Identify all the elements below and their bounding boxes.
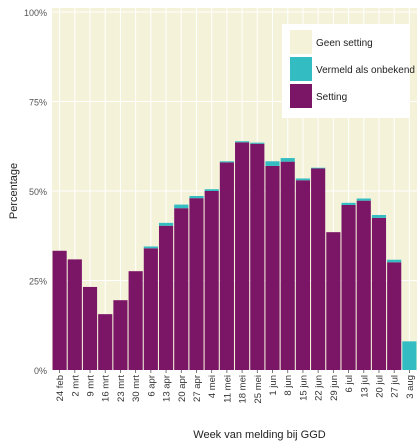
legend-key — [290, 57, 312, 81]
bar-segment — [371, 217, 387, 370]
x-tick-label: 4 mei — [207, 375, 218, 398]
x-tick-label: 25 mei — [253, 375, 264, 404]
bar-segment — [387, 259, 402, 263]
bar-segment — [219, 162, 234, 370]
bar-segment — [158, 222, 174, 226]
bar-segment — [113, 300, 128, 370]
x-tick-label: 13 apr — [162, 375, 173, 402]
bar-segment — [265, 165, 280, 370]
x-tick-label: 27 jul — [390, 375, 401, 398]
x-tick-label: 16 mrt — [101, 375, 112, 402]
x-tick-label: 11 mei — [222, 375, 233, 403]
bar-segment — [341, 202, 356, 205]
x-tick-label: 9 mrt — [86, 375, 97, 397]
x-tick-label: 6 jul — [344, 375, 355, 392]
y-axis: 0% 25% 50% 75% 100% — [24, 8, 47, 376]
bar-segment — [128, 271, 143, 370]
bar-segment — [235, 141, 250, 143]
bar-segment — [295, 178, 311, 181]
bar-segment — [204, 189, 219, 191]
legend-label: Setting — [316, 92, 347, 103]
bar-segment — [189, 196, 204, 199]
y-axis-title: Percentage — [8, 163, 20, 219]
bar-segment — [52, 250, 67, 370]
x-tick-label: 30 mrt — [131, 375, 142, 402]
bar-segment — [311, 168, 326, 370]
bar-segment — [356, 200, 371, 370]
bar-segment — [265, 161, 280, 166]
x-tick-label: 22 jun — [314, 375, 325, 401]
legend-label: Geen setting — [316, 38, 373, 49]
x-axis-title: Week van melding bij GGD — [193, 429, 326, 441]
bar-segment — [82, 286, 98, 370]
legend-label: Vermeld als onbekend — [316, 65, 415, 76]
y-tick-label: 0% — [34, 366, 47, 376]
y-tick-label: 50% — [29, 187, 47, 197]
bar-segment — [250, 142, 265, 144]
y-tick-label: 25% — [29, 277, 47, 287]
bar-segment — [311, 167, 326, 169]
x-tick-label: 6 apr — [146, 375, 157, 397]
bar-segment — [67, 259, 82, 370]
x-tick-label: 2 mrt — [70, 375, 81, 397]
legend-key — [290, 30, 312, 54]
bar-segment — [280, 158, 295, 162]
bar-segment — [143, 248, 158, 370]
x-tick-label: 3 aug — [405, 375, 416, 399]
bar-segment — [219, 161, 234, 163]
bar-segment — [326, 232, 341, 370]
x-tick-label: 20 apr — [177, 375, 188, 402]
x-axis: 24 feb 2 mrt 9 mrt 16 mrt 23 mrt 30 mrt 6 apr 1… — [55, 370, 416, 404]
bar-segment — [235, 142, 250, 370]
legend-key — [290, 84, 312, 108]
bars — [52, 141, 417, 370]
bar-segment — [174, 208, 189, 370]
bar-segment — [341, 204, 356, 370]
bar-segment — [143, 246, 158, 249]
x-tick-label: 8 jun — [283, 375, 294, 396]
bar-segment — [371, 214, 387, 218]
bar-segment — [204, 191, 219, 370]
legend: Geen setting Vermeld als onbekend Setting — [282, 24, 415, 118]
bar-segment — [98, 314, 113, 370]
x-tick-label: 1 jun — [268, 375, 279, 396]
x-tick-label: 27 apr — [192, 375, 203, 402]
x-tick-label: 20 jul — [374, 375, 385, 398]
bar-segment — [295, 180, 311, 370]
bar-segment — [189, 198, 204, 370]
x-tick-label: 29 jun — [329, 375, 340, 401]
bar-segment — [387, 262, 402, 370]
bar-segment — [402, 341, 417, 370]
y-tick-label: 75% — [29, 98, 47, 108]
bar-segment — [158, 225, 174, 370]
bar-segment — [174, 204, 189, 209]
x-tick-label: 15 jun — [298, 375, 309, 401]
y-tick-label: 100% — [24, 8, 47, 18]
bar-segment — [250, 143, 265, 370]
bar-segment — [356, 198, 371, 201]
x-tick-label: 23 mrt — [116, 375, 127, 402]
x-tick-label: 24 feb — [55, 375, 66, 401]
x-tick-label: 13 jul — [359, 375, 370, 398]
bar-segment — [280, 161, 295, 370]
x-tick-label: 18 mei — [238, 375, 249, 404]
